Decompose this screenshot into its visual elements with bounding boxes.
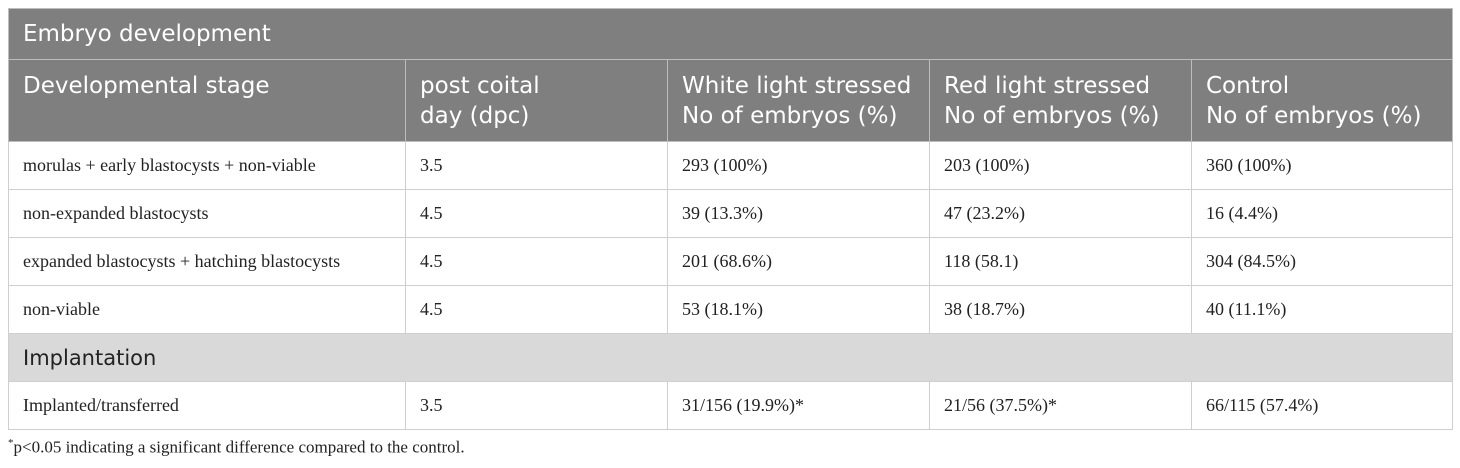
table-row: non-expanded blastocysts 4.5 39 (13.3%) … <box>8 189 1453 238</box>
table-cell: 31/156 (19.9%)* <box>667 381 930 430</box>
table-cell: 360 (100%) <box>1191 141 1453 190</box>
table-cell: 39 (13.3%) <box>667 189 930 238</box>
column-header-dpc: post coital day (dpc) <box>405 59 668 142</box>
table-cell: Implanted/transferred <box>8 381 406 430</box>
table-row: Implanted/transferred 3.5 31/156 (19.9%)… <box>8 381 1453 430</box>
table-row: expanded blastocysts + hatching blastocy… <box>8 237 1453 286</box>
table-cell: 4.5 <box>405 189 668 238</box>
embryo-results-table: Embryo development Developmental stage p… <box>8 8 1453 430</box>
header-line: No of embryos (%) <box>1206 103 1422 129</box>
table-cell: 66/115 (57.4%) <box>1191 381 1453 430</box>
header-line: Developmental stage <box>23 73 270 99</box>
table-cell: 3.5 <box>405 141 668 190</box>
footnote-text: p<0.05 indicating a significant differen… <box>13 437 465 457</box>
table-cell: 293 (100%) <box>667 141 930 190</box>
table-cell: 4.5 <box>405 285 668 334</box>
column-header-row: Developmental stage post coital day (dpc… <box>8 59 1453 142</box>
header-line: No of embryos (%) <box>944 103 1160 129</box>
table-footnote: *p<0.05 indicating a significant differe… <box>8 437 465 458</box>
header-line: Control <box>1206 73 1290 99</box>
header-line: White light stressed <box>682 73 912 99</box>
table-cell: 16 (4.4%) <box>1191 189 1453 238</box>
column-header-developmental-stage: Developmental stage <box>8 59 406 142</box>
table-cell: non-viable <box>8 285 406 334</box>
table-cell: 118 (58.1) <box>929 237 1192 286</box>
table-cell: expanded blastocysts + hatching blastocy… <box>8 237 406 286</box>
table-cell: non-expanded blastocysts <box>8 189 406 238</box>
table-row: non-viable 4.5 53 (18.1%) 38 (18.7%) 40 … <box>8 285 1453 334</box>
table-cell: 40 (11.1%) <box>1191 285 1453 334</box>
table-cell: 4.5 <box>405 237 668 286</box>
results-table-container: Embryo development Developmental stage p… <box>8 8 1453 430</box>
column-header-control: Control No of embryos (%) <box>1191 59 1453 142</box>
section-header-embryo-development: Embryo development <box>8 8 1453 60</box>
footnote-marker: * <box>8 437 14 449</box>
table-cell: 304 (84.5%) <box>1191 237 1453 286</box>
table-cell: 38 (18.7%) <box>929 285 1192 334</box>
table-cell: 203 (100%) <box>929 141 1192 190</box>
table-cell: morulas + early blastocysts + non-viable <box>8 141 406 190</box>
table-cell: 21/56 (37.5%)* <box>929 381 1192 430</box>
table-cell: 201 (68.6%) <box>667 237 930 286</box>
header-line: post coital <box>420 73 540 99</box>
section-header-implantation: Implantation <box>8 333 1453 382</box>
column-header-white-light: White light stressed No of embryos (%) <box>667 59 930 142</box>
table-cell: 53 (18.1%) <box>667 285 930 334</box>
header-line: Red light stressed <box>944 73 1151 99</box>
table-cell: 47 (23.2%) <box>929 189 1192 238</box>
column-header-red-light: Red light stressed No of embryos (%) <box>929 59 1192 142</box>
header-line: No of embryos (%) <box>682 103 898 129</box>
section-title: Embryo development <box>8 8 1453 60</box>
table-cell: 3.5 <box>405 381 668 430</box>
header-line: day (dpc) <box>420 103 530 129</box>
section-title: Implantation <box>8 333 1453 382</box>
table-row: morulas + early blastocysts + non-viable… <box>8 141 1453 190</box>
